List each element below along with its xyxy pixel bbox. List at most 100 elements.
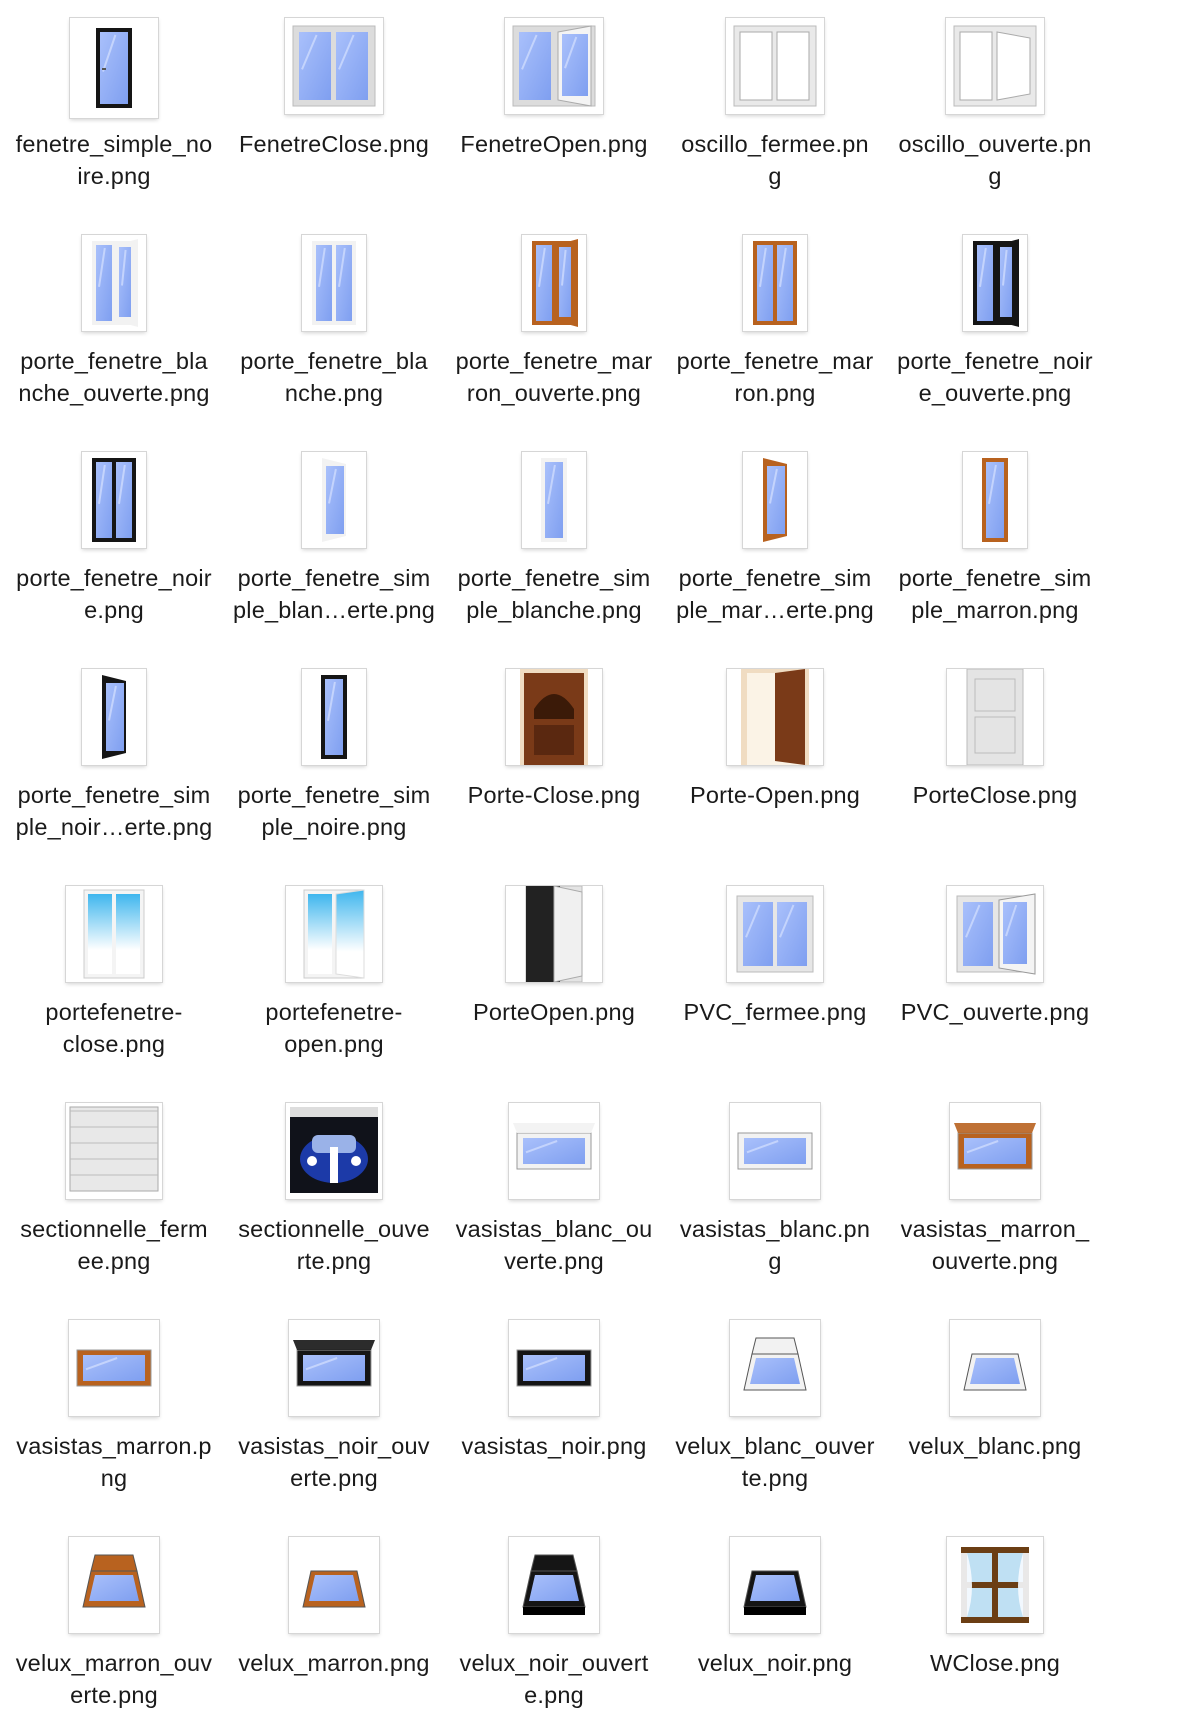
file-item[interactable]: vasistas_noir.png bbox=[444, 1302, 664, 1517]
tilt-window-closed-icon[interactable] bbox=[726, 18, 824, 114]
file-item[interactable]: PorteClose.png bbox=[885, 651, 1105, 866]
file-name-label: PorteClose.png bbox=[912, 782, 1078, 808]
file-item[interactable]: FenetreOpen.png bbox=[444, 0, 664, 215]
transom-brown-open-icon[interactable] bbox=[950, 1103, 1040, 1199]
wooden-door-open-icon[interactable] bbox=[727, 669, 823, 765]
file-item[interactable]: vasistas_marron_ ouverte.png bbox=[885, 1085, 1105, 1300]
file-name-label: oscillo_fermee.pn g bbox=[681, 131, 869, 189]
file-item[interactable]: portefenetre- open.png bbox=[224, 868, 444, 1083]
file-item[interactable]: vasistas_noir_ouv erte.png bbox=[224, 1302, 444, 1517]
tilt-window-open-icon[interactable] bbox=[946, 18, 1044, 114]
file-name-label: porte_fenetre_sim ple_blan…erte.png bbox=[233, 565, 435, 623]
file-name-label: PVC_fermee.png bbox=[683, 999, 867, 1025]
file-item[interactable]: vasistas_blanc_ou verte.png bbox=[444, 1085, 664, 1300]
transom-brown-icon[interactable] bbox=[69, 1320, 159, 1416]
transom-white-icon[interactable] bbox=[730, 1103, 820, 1199]
file-name-label: Porte-Close.png bbox=[467, 782, 641, 808]
file-name-label: portefenetre- close.png bbox=[45, 999, 183, 1057]
file-item[interactable]: porte_fenetre_sim ple_marron.png bbox=[885, 434, 1105, 649]
file-item[interactable]: velux_blanc_ouver te.png bbox=[665, 1302, 885, 1517]
file-item[interactable]: porte_fenetre_mar ron.png bbox=[665, 217, 885, 432]
file-name-label: FenetreClose.png bbox=[238, 131, 429, 157]
skylight-black-icon[interactable] bbox=[730, 1537, 820, 1633]
file-item[interactable]: PVC_fermee.png bbox=[665, 868, 885, 1083]
skylight-brown-open-icon[interactable] bbox=[69, 1537, 159, 1633]
file-item[interactable]: portefenetre- close.png bbox=[4, 868, 224, 1083]
skylight-white-icon[interactable] bbox=[950, 1320, 1040, 1416]
file-name-label: porte_fenetre_noir e.png bbox=[16, 565, 212, 623]
file-item[interactable]: porte_fenetre_noir e_ouverte.png bbox=[885, 217, 1105, 432]
file-item[interactable]: porte_fenetre_sim ple_blanche.png bbox=[444, 434, 664, 649]
white-door-open-icon[interactable] bbox=[506, 886, 602, 982]
file-item[interactable]: velux_noir_ouvert e.png bbox=[444, 1519, 664, 1734]
file-name-label: Porte-Open.png bbox=[689, 782, 861, 808]
file-item[interactable]: velux_noir.png bbox=[665, 1519, 885, 1734]
file-item[interactable]: velux_blanc.png bbox=[885, 1302, 1105, 1517]
file-name-label: velux_noir.png bbox=[697, 1650, 853, 1676]
file-name-label: porte_fenetre_bla nche_ouverte.png bbox=[18, 348, 210, 406]
skylight-black-open-icon[interactable] bbox=[509, 1537, 599, 1633]
file-item[interactable]: oscillo_ouverte.pn g bbox=[885, 0, 1105, 215]
file-item[interactable]: PVC_ouverte.png bbox=[885, 868, 1105, 1083]
file-name-label: velux_noir_ouvert e.png bbox=[459, 1650, 649, 1708]
wooden-door-closed-icon[interactable] bbox=[506, 669, 602, 765]
pvc-window-closed-icon[interactable] bbox=[727, 886, 823, 982]
file-item[interactable]: Porte-Open.png bbox=[665, 651, 885, 866]
file-name-label: fenetre_simple_no ire.png bbox=[15, 131, 213, 189]
french-window-black-open-icon[interactable] bbox=[963, 235, 1027, 331]
double-window-open-icon[interactable] bbox=[505, 18, 603, 114]
french-window-white-open-icon[interactable] bbox=[82, 235, 146, 331]
file-name-label: porte_fenetre_noir e_ouverte.png bbox=[897, 348, 1093, 406]
french-window-black-icon[interactable] bbox=[82, 452, 146, 548]
transom-white-open-icon[interactable] bbox=[509, 1103, 599, 1199]
file-item[interactable]: porte_fenetre_mar ron_ouverte.png bbox=[444, 217, 664, 432]
patio-door-open-icon[interactable] bbox=[286, 886, 382, 982]
transom-black-icon[interactable] bbox=[509, 1320, 599, 1416]
white-door-closed-icon[interactable] bbox=[947, 669, 1043, 765]
skylight-white-open-icon[interactable] bbox=[730, 1320, 820, 1416]
double-window-closed-icon[interactable] bbox=[285, 18, 383, 114]
file-item[interactable]: vasistas_marron.p ng bbox=[4, 1302, 224, 1517]
file-item[interactable]: sectionnelle_ouve rte.png bbox=[224, 1085, 444, 1300]
single-french-window-white-open-icon[interactable] bbox=[302, 452, 366, 548]
file-item[interactable]: velux_marron_ouv erte.png bbox=[4, 1519, 224, 1734]
file-item[interactable]: WClose.png bbox=[885, 1519, 1105, 1734]
file-item[interactable]: sectionnelle_ferm ee.png bbox=[4, 1085, 224, 1300]
french-window-brown-icon[interactable] bbox=[743, 235, 807, 331]
skylight-brown-icon[interactable] bbox=[289, 1537, 379, 1633]
file-name-label: PVC_ouverte.png bbox=[900, 999, 1090, 1025]
file-name-label: velux_blanc_ouver te.png bbox=[675, 1433, 875, 1491]
garage-door-open-car-icon[interactable] bbox=[286, 1103, 382, 1199]
file-item[interactable]: PorteOpen.png bbox=[444, 868, 664, 1083]
file-name-label: vasistas_blanc.pn g bbox=[679, 1216, 871, 1274]
single-french-window-black-open-icon[interactable] bbox=[82, 669, 146, 765]
single-window-black-icon[interactable] bbox=[70, 18, 158, 118]
file-item[interactable]: porte_fenetre_noir e.png bbox=[4, 434, 224, 649]
file-item[interactable]: FenetreClose.png bbox=[224, 0, 444, 215]
single-french-window-brown-open-icon[interactable] bbox=[743, 452, 807, 548]
transom-black-open-icon[interactable] bbox=[289, 1320, 379, 1416]
file-item[interactable]: oscillo_fermee.pn g bbox=[665, 0, 885, 215]
single-french-window-brown-icon[interactable] bbox=[963, 452, 1027, 548]
file-name-label: portefenetre- open.png bbox=[265, 999, 403, 1057]
window-curtains-closed-icon[interactable] bbox=[947, 1537, 1043, 1633]
garage-door-closed-icon[interactable] bbox=[66, 1103, 162, 1199]
file-name-label: vasistas_noir_ouv erte.png bbox=[238, 1433, 430, 1491]
french-window-white-icon[interactable] bbox=[302, 235, 366, 331]
file-item[interactable]: velux_marron.png bbox=[224, 1519, 444, 1734]
file-item[interactable]: porte_fenetre_bla nche.png bbox=[224, 217, 444, 432]
file-item[interactable]: porte_fenetre_sim ple_noir…erte.png bbox=[4, 651, 224, 866]
file-name-label: porte_fenetre_sim ple_noir…erte.png bbox=[15, 782, 213, 840]
pvc-window-open-icon[interactable] bbox=[947, 886, 1043, 982]
file-item[interactable]: fenetre_simple_no ire.png bbox=[4, 0, 224, 215]
patio-door-closed-icon[interactable] bbox=[66, 886, 162, 982]
file-item[interactable]: vasistas_blanc.pn g bbox=[665, 1085, 885, 1300]
file-item[interactable]: Porte-Close.png bbox=[444, 651, 664, 866]
file-item[interactable]: porte_fenetre_sim ple_noire.png bbox=[224, 651, 444, 866]
file-item[interactable]: porte_fenetre_sim ple_blan…erte.png bbox=[224, 434, 444, 649]
single-french-window-black-icon[interactable] bbox=[302, 669, 366, 765]
french-window-brown-open-icon[interactable] bbox=[522, 235, 586, 331]
single-french-window-white-icon[interactable] bbox=[522, 452, 586, 548]
file-item[interactable]: porte_fenetre_sim ple_mar…erte.png bbox=[665, 434, 885, 649]
file-item[interactable]: porte_fenetre_bla nche_ouverte.png bbox=[4, 217, 224, 432]
